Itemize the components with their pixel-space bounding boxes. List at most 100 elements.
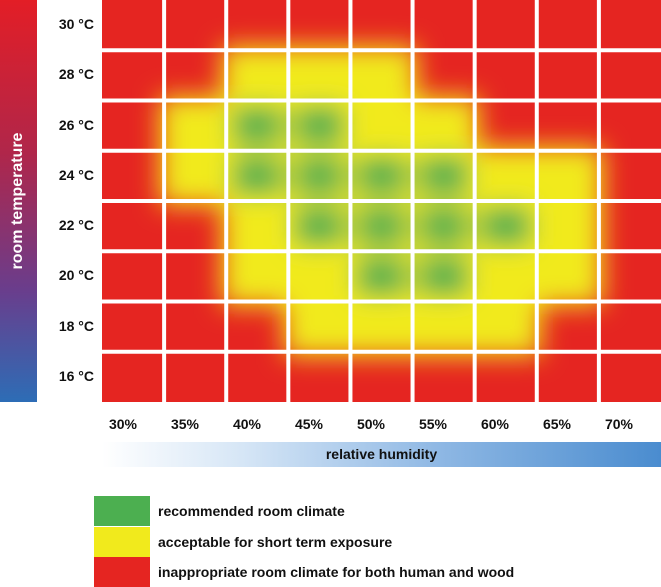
grid-line-horizontal (102, 249, 661, 254)
heatmap-plot-area (102, 0, 661, 402)
y-tick-label: 24 °C (58, 167, 94, 183)
heatmap-cell-acceptable (350, 101, 412, 151)
grid-line-horizontal (102, 48, 661, 53)
zone-acceptable (284, 247, 355, 306)
zone-acceptable (408, 96, 479, 155)
heatmap-cell-inappropriate (475, 101, 537, 151)
heatmap-cell-inappropriate (102, 302, 164, 352)
y-tick-label: 22 °C (58, 217, 94, 233)
x-tick-label: 70% (604, 416, 634, 432)
heatmap-cell-inappropriate (226, 352, 288, 402)
heatmap-cell-inappropriate (226, 302, 288, 352)
zone-acceptable (532, 146, 603, 205)
heatmap-cell-inappropriate (599, 151, 661, 201)
heatmap-cell-recommended (350, 201, 412, 251)
grid-line-horizontal (102, 98, 661, 103)
x-axis-title: relative humidity (325, 446, 438, 462)
x-tick-label: 65% (542, 416, 572, 432)
zone-acceptable (284, 46, 355, 105)
heatmap-cell-inappropriate (413, 50, 475, 100)
heatmap-cell-acceptable (537, 151, 599, 201)
zone-recommended (294, 207, 345, 246)
heatmap-cell-inappropriate (599, 0, 661, 50)
heatmap-cell-acceptable (226, 201, 288, 251)
heatmap-cell-acceptable (226, 251, 288, 301)
y-axis-title: room temperature (9, 132, 26, 270)
heatmap-cell-recommended (413, 201, 475, 251)
heatmap-svg (102, 0, 661, 402)
heatmap-cell-inappropriate (413, 0, 475, 50)
zone-acceptable (346, 297, 417, 356)
heatmap-cell-recommended (226, 101, 288, 151)
heatmap-cell-recommended (288, 101, 350, 151)
y-axis-label-bar: room temperature (0, 0, 37, 402)
heatmap-cell-inappropriate (475, 50, 537, 100)
heatmap-cell-inappropriate (102, 151, 164, 201)
heatmap-cell-inappropriate (288, 0, 350, 50)
heatmap-cell-inappropriate (350, 0, 412, 50)
zone-acceptable (284, 297, 355, 356)
heatmap-cell-inappropriate (102, 0, 164, 50)
heatmap-cell-acceptable (413, 302, 475, 352)
heatmap-cell-inappropriate (537, 0, 599, 50)
zone-acceptable (532, 247, 603, 306)
heatmap-cell-inappropriate (288, 352, 350, 402)
heatmap-cell-acceptable (288, 302, 350, 352)
heatmap-cell-inappropriate (226, 0, 288, 50)
heatmap-cell-inappropriate (164, 251, 226, 301)
grid-line-horizontal (102, 349, 661, 354)
heatmap-cell-recommended (288, 201, 350, 251)
zone-acceptable (346, 46, 417, 105)
zone-acceptable (222, 247, 293, 306)
y-tick-label: 30 °C (58, 16, 94, 32)
heatmap-cell-inappropriate (350, 352, 412, 402)
heatmap-cell-acceptable (350, 50, 412, 100)
zone-acceptable (532, 197, 603, 256)
heatmap-cell-acceptable (475, 151, 537, 201)
zone-acceptable (222, 46, 293, 105)
heatmap-cell-acceptable (288, 251, 350, 301)
zone-recommended (480, 207, 531, 246)
legend-swatch-recommended (94, 496, 150, 526)
x-tick-label: 35% (170, 416, 200, 432)
x-axis-label-bar: relative humidity (102, 442, 661, 467)
heatmap-cell-acceptable (164, 101, 226, 151)
heatmap-cell-inappropriate (102, 201, 164, 251)
legend-swatch-inappropriate (94, 557, 150, 587)
legend-swatch-acceptable (94, 527, 150, 557)
heatmap-cell-inappropriate (599, 302, 661, 352)
zone-recommended (356, 257, 407, 296)
heatmap-cell-acceptable (537, 201, 599, 251)
zone-acceptable (408, 297, 479, 356)
heatmap-cell-inappropriate (599, 101, 661, 151)
heatmap-cell-inappropriate (599, 201, 661, 251)
heatmap-cell-recommended (288, 151, 350, 201)
heatmap-cell-recommended (226, 151, 288, 201)
heatmap-cell-inappropriate (102, 251, 164, 301)
heatmap-cell-acceptable (350, 302, 412, 352)
x-tick-label: 60% (480, 416, 510, 432)
zone-recommended (356, 207, 407, 246)
heatmap-cell-inappropriate (413, 352, 475, 402)
heatmap-cell-acceptable (226, 50, 288, 100)
heatmap-cell-inappropriate (164, 352, 226, 402)
heatmap-cell-acceptable (537, 251, 599, 301)
heatmap-cell-inappropriate (475, 352, 537, 402)
zone-acceptable (470, 297, 541, 356)
heatmap-cell-acceptable (164, 151, 226, 201)
legend-label: recommended room climate (158, 503, 345, 519)
heatmap-cell-inappropriate (164, 50, 226, 100)
x-tick-label: 55% (418, 416, 448, 432)
zone-recommended (418, 156, 469, 195)
heatmap-cell-inappropriate (599, 352, 661, 402)
zone-recommended (294, 156, 345, 195)
heatmap-cell-inappropriate (164, 302, 226, 352)
zone-acceptable (470, 146, 541, 205)
heatmap-cell-recommended (350, 151, 412, 201)
x-tick-label: 40% (232, 416, 262, 432)
zone-recommended (232, 156, 283, 195)
zone-recommended (418, 257, 469, 296)
heatmap-cell-inappropriate (164, 0, 226, 50)
zone-recommended (232, 106, 283, 145)
heatmap-cell-inappropriate (537, 101, 599, 151)
